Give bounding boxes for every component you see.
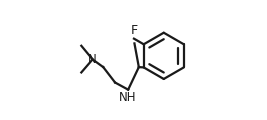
Text: N: N bbox=[88, 53, 97, 66]
Text: F: F bbox=[130, 24, 138, 37]
Text: NH: NH bbox=[119, 91, 136, 104]
